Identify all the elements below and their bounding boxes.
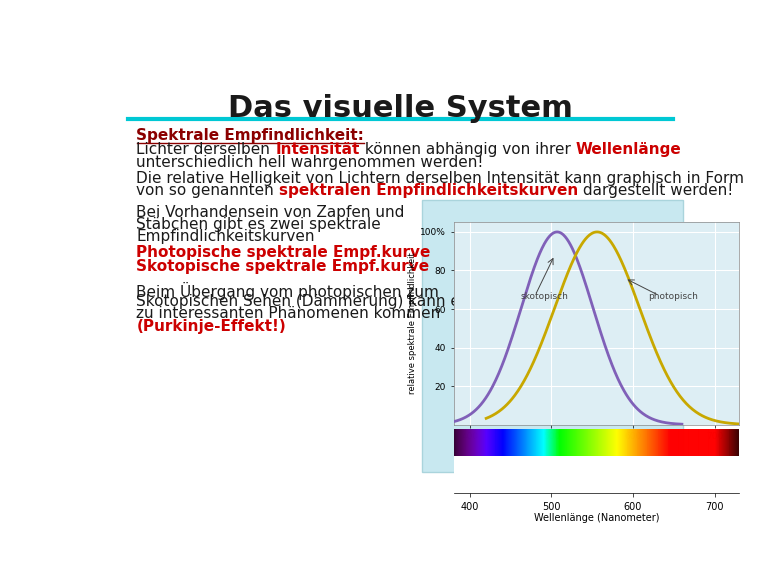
Text: Wellenlänge: Wellenlänge (576, 142, 681, 157)
Text: Wellenlänge (Nanometer): Wellenlänge (Nanometer) (533, 514, 659, 523)
Y-axis label: relative spektrale Empfindlichkeit: relative spektrale Empfindlichkeit (408, 253, 418, 394)
Text: spektralen Empfindlichkeitskurven: spektralen Empfindlichkeitskurven (279, 183, 579, 198)
Text: photopisch: photopisch (647, 292, 698, 302)
Text: unterschiedlich hell wahrgenommen werden!: unterschiedlich hell wahrgenommen werden… (137, 154, 484, 170)
Text: Skotopischen Sehen (Dämmerung) kann es: Skotopischen Sehen (Dämmerung) kann es (137, 294, 468, 309)
Text: Beim Übergang vom photopischen zum: Beim Übergang vom photopischen zum (137, 282, 439, 300)
Text: Intensität: Intensität (275, 142, 360, 157)
Text: Bei Vorhandensein von Zapfen und: Bei Vorhandensein von Zapfen und (137, 205, 405, 219)
FancyBboxPatch shape (422, 200, 683, 472)
Text: können abhängig von ihrer: können abhängig von ihrer (360, 142, 576, 157)
Text: Spektrale Empfindlichkeit:: Spektrale Empfindlichkeit: (137, 128, 364, 144)
Text: skotopisch: skotopisch (521, 292, 569, 302)
Text: dargestellt werden!: dargestellt werden! (579, 183, 734, 198)
Text: Lichter derselben: Lichter derselben (137, 142, 275, 157)
Text: zu interessanten Phänomenen kommen: zu interessanten Phänomenen kommen (137, 306, 441, 321)
Text: Die relative Helligkeit von Lichtern derselben Intensität kann graphisch in Form: Die relative Helligkeit von Lichtern der… (137, 171, 744, 186)
Text: Das visuelle System: Das visuelle System (228, 94, 573, 123)
Text: (Purkinje-Effekt!): (Purkinje-Effekt!) (137, 319, 286, 333)
Text: Stäbchen gibt es zwei spektrale: Stäbchen gibt es zwei spektrale (137, 217, 382, 232)
Text: Empfindlichkeitskurven: Empfindlichkeitskurven (137, 229, 315, 245)
Text: Photopische spektrale Empf.kurve: Photopische spektrale Empf.kurve (137, 246, 431, 260)
Text: Skotopische spektrale Empf.kurve: Skotopische spektrale Empf.kurve (137, 259, 429, 274)
Text: von so genannten: von so genannten (137, 183, 279, 198)
